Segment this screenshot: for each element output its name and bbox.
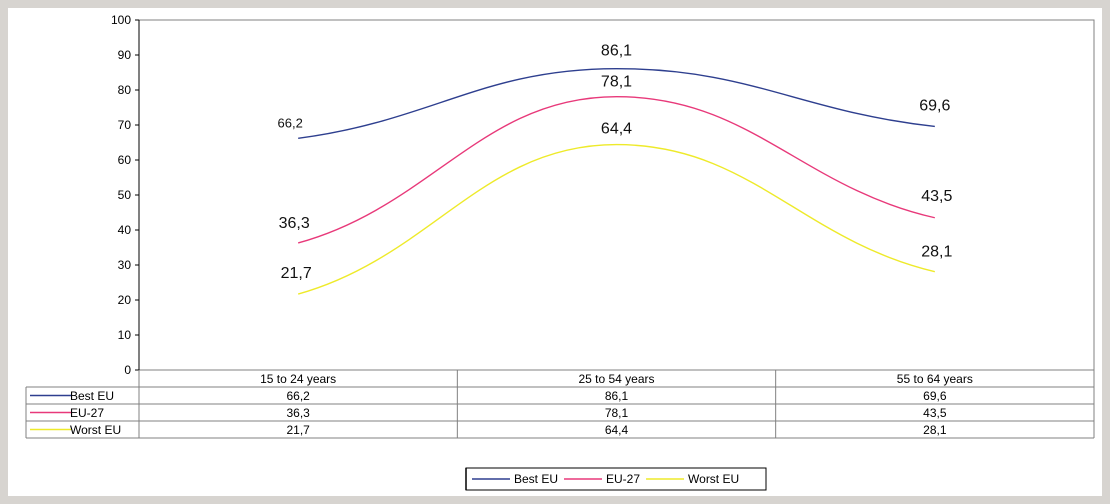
x-tick-label: 55 to 64 years [897,372,973,386]
y-tick-label: 70 [118,118,132,132]
table-series-name: EU-27 [70,406,104,420]
legend-label: Best EU [514,472,558,486]
legend-label: EU-27 [606,472,640,486]
data-label: 64,4 [601,121,632,138]
table-cell: 69,6 [923,389,947,403]
y-tick-label: 20 [118,293,132,307]
data-label: 43,5 [921,188,952,205]
data-label: 21,7 [281,265,312,282]
table-cell: 21,7 [286,423,310,437]
series-line-eu-27 [297,95,935,244]
table-cell: 43,5 [923,406,947,420]
data-label: 28,1 [921,244,952,261]
y-tick-label: 0 [124,363,131,377]
table-cell: 66,2 [286,389,310,403]
x-tick-label: 15 to 24 years [260,372,336,386]
table-cell: 64,4 [605,423,629,437]
table-cell: 36,3 [286,406,310,420]
y-tick-label: 60 [118,153,132,167]
table-cell: 86,1 [605,389,629,403]
chart-frame: 0 10 20 30 40 50 60 70 80 90 100 66,2 86,1 69,6 36,3 78… [8,8,1102,496]
data-label: 66,2 [278,115,303,130]
table-series-name: Best EU [70,389,114,403]
series-line-worst-eu [297,143,935,295]
data-label: 36,3 [279,215,310,232]
data-label: 69,6 [919,97,950,114]
table-series-name: Worst EU [70,423,121,437]
data-label: 78,1 [601,74,632,91]
y-tick-label: 30 [118,258,132,272]
y-tick-label: 40 [118,223,132,237]
plot-area [138,19,1095,371]
line-chart: 0 10 20 30 40 50 60 70 80 90 100 66,2 86,1 69,6 36,3 78… [25,13,1095,491]
y-tick-label: 100 [111,13,131,27]
data-label: 86,1 [601,43,632,60]
y-tick-label: 10 [118,328,132,342]
x-tick-label: 25 to 54 years [578,372,654,386]
y-tick-label: 50 [118,188,132,202]
y-tick-label: 80 [118,83,132,97]
legend: Best EU EU-27 Worst EU [465,467,767,491]
table-cell: 28,1 [923,423,947,437]
y-tick-label: 90 [118,48,132,62]
legend-label: Worst EU [688,472,739,486]
table-cell: 78,1 [605,406,629,420]
series-line-best-eu [298,67,935,139]
